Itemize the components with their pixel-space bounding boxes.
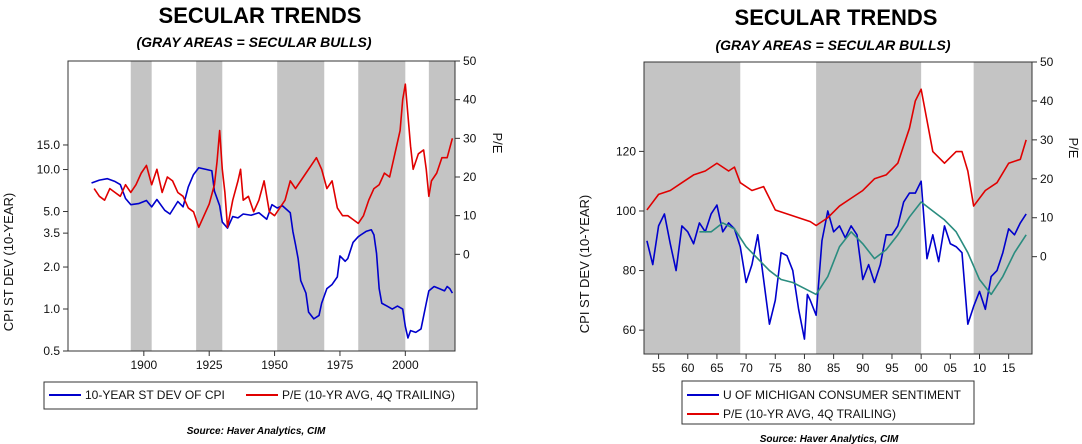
left-bull-band-5: [428, 61, 455, 351]
right-x-tick-label: 70: [739, 361, 753, 375]
right-series-pe-ratio: [646, 88, 1027, 227]
right-x-tick-label: 60: [681, 361, 695, 375]
right-x-tick-label: 75: [769, 361, 783, 375]
left-right-y-tick-label: 20: [463, 170, 477, 184]
right-x-tick-label: 55: [652, 361, 666, 375]
left-x-tick-label: 1900: [130, 358, 157, 372]
right-x-tick-label: 10: [973, 361, 987, 375]
left-y-tick-label: 15.0: [37, 138, 61, 152]
right-bull-band-2: [816, 62, 922, 354]
left-y-tick-label: 5.0: [43, 205, 60, 219]
left-chart-title: SECULAR TRENDS: [159, 3, 362, 28]
right-plot-frame: [643, 61, 1033, 355]
right-y-axis: 60 80 100 120: [616, 144, 644, 337]
left-right-y-axis: 0 10 20 30 40 50: [455, 54, 477, 261]
right-chart-subtitle: (GRAY AREAS = SECULAR BULLS): [715, 37, 950, 53]
left-x-axis: 1900 1925 1950 1975 2000: [130, 351, 419, 372]
right-right-y-tick-label: 30: [1040, 133, 1054, 147]
left-right-axis-label: P/E: [490, 133, 505, 154]
left-y-axis: 0.5 1.0 2.0 3.5 5.0 10.0 15.0: [37, 138, 68, 358]
right-x-tick-label: 65: [710, 361, 724, 375]
left-bull-band-4: [358, 61, 406, 351]
left-y-axis-label: CPI ST DEV (10-YEAR): [1, 193, 16, 331]
left-y-tick-label: 0.5: [43, 344, 60, 358]
right-right-y-tick-label: 10: [1040, 211, 1054, 225]
left-legend-box: [43, 381, 478, 410]
right-x-tick-label: 90: [856, 361, 870, 375]
left-x-tick-label: 1925: [196, 358, 223, 372]
left-y-tick-label: 3.5: [43, 226, 60, 240]
left-right-y-tick-label: 10: [463, 209, 477, 223]
right-series-consumer-sentiment: [646, 180, 1027, 340]
left-bull-bands: [130, 61, 455, 351]
right-x-tick-label: 85: [827, 361, 841, 375]
right-right-axis-label: P/E: [1066, 138, 1081, 159]
left-series-pe-ratio: [93, 83, 454, 229]
right-y-tick-label: 80: [623, 264, 637, 278]
right-right-y-tick-label: 40: [1040, 94, 1054, 108]
right-y-axis-label: CPI ST DEV (10-YEAR): [577, 195, 592, 333]
right-right-y-tick-label: 0: [1040, 250, 1047, 264]
right-chart-title: SECULAR TRENDS: [735, 5, 938, 30]
left-legend-label-cpi: 10-YEAR ST DEV OF CPI: [85, 388, 225, 402]
left-legend-label-pe: P/E (10-YR AVG, 4Q TRAILING): [282, 388, 455, 402]
left-y-tick-label: 10.0: [37, 163, 61, 177]
right-legend-label-pe: P/E (10-YR AVG, 4Q TRAILING): [723, 407, 896, 421]
right-x-tick-label: 95: [885, 361, 899, 375]
right-x-tick-label: 80: [798, 361, 812, 375]
left-right-y-tick-label: 0: [463, 247, 470, 261]
left-x-tick-label: 2000: [392, 358, 419, 372]
left-plot-frame: [67, 60, 456, 352]
right-chart: SECULAR TRENDS (GRAY AREAS = SECULAR BUL…: [577, 5, 1081, 444]
right-series-lines: [646, 88, 1027, 340]
right-x-tick-label: 05: [944, 361, 958, 375]
right-y-tick-label: 100: [616, 204, 636, 218]
right-right-y-tick-label: 50: [1040, 55, 1054, 69]
right-y-tick-label: 120: [616, 144, 636, 158]
right-legend-box: [681, 380, 975, 425]
right-right-y-tick-label: 20: [1040, 172, 1054, 186]
left-source-note: Source: Haver Analytics, CIM: [187, 426, 326, 437]
left-series-lines: [91, 83, 454, 339]
left-y-tick-label: 2.0: [43, 260, 60, 274]
right-x-axis: 55 60 65 70 75 80 85 90 95 00 05 10 15: [652, 354, 1016, 375]
left-bull-band-1: [130, 61, 152, 351]
left-y-tick-label: 1.0: [43, 302, 60, 316]
right-series-sentiment-smoothed: [699, 201, 1027, 296]
left-chart: SECULAR TRENDS (GRAY AREAS = SECULAR BUL…: [1, 3, 505, 437]
left-right-y-tick-label: 30: [463, 131, 477, 145]
right-source-note: Source: Haver Analytics, CIM: [760, 434, 899, 444]
left-right-y-tick-label: 50: [463, 54, 477, 68]
right-bull-band-3: [973, 62, 1032, 354]
right-legend-label-sentiment: U OF MICHIGAN CONSUMER SENTIMENT: [723, 388, 962, 402]
right-x-tick-label: 15: [1002, 361, 1016, 375]
left-chart-subtitle: (GRAY AREAS = SECULAR BULLS): [136, 34, 371, 50]
left-bull-band-3: [277, 61, 325, 351]
left-right-y-tick-label: 40: [463, 93, 477, 107]
right-x-tick-label: 00: [914, 361, 928, 375]
left-series-cpi-stdev: [91, 166, 454, 339]
right-bull-band-1: [644, 62, 741, 354]
left-x-tick-label: 1975: [327, 358, 354, 372]
right-y-tick-label: 60: [623, 323, 637, 337]
right-right-y-axis: 0 10 20 30 40 50: [1032, 55, 1054, 264]
left-x-tick-label: 1950: [261, 358, 288, 372]
